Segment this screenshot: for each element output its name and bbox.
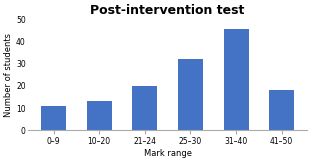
Bar: [41, 106, 66, 130]
Bar: [178, 59, 203, 130]
X-axis label: Mark range: Mark range: [144, 149, 192, 158]
Bar: [132, 86, 157, 130]
Bar: [224, 29, 248, 130]
Bar: [87, 101, 112, 130]
Y-axis label: Number of students: Number of students: [4, 33, 13, 117]
Title: Post-intervention test: Post-intervention test: [91, 4, 245, 17]
Bar: [269, 90, 294, 130]
